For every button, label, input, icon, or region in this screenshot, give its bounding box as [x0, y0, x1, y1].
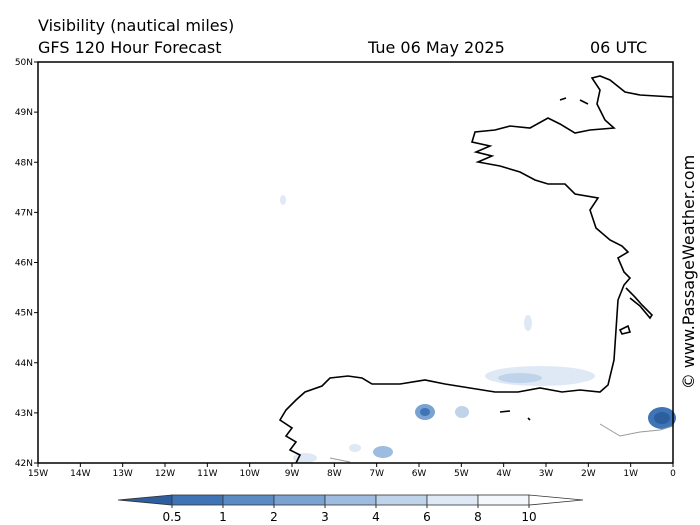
map-title: Visibility (nautical miles)	[38, 16, 234, 35]
lat-label: 43N	[15, 409, 33, 419]
lon-label: 4W	[496, 469, 511, 479]
lon-label: 3W	[539, 469, 554, 479]
lat-label: 50N	[15, 58, 33, 68]
forecast-time: 06 UTC	[590, 38, 647, 57]
lon-label: 15W	[28, 469, 48, 479]
colorbar-segment	[426, 494, 479, 506]
colorbar-segment	[477, 494, 530, 506]
visibility-patches	[280, 195, 676, 463]
colorbar-label: 1	[219, 510, 227, 524]
lon-label: 7W	[369, 469, 384, 479]
colorbar-label: 0.5	[162, 510, 181, 524]
colorbar-segment	[375, 494, 428, 506]
lon-label: 9W	[285, 469, 300, 479]
colorbar-label: 2	[270, 510, 278, 524]
lat-label: 47N	[15, 208, 33, 218]
colorbar-arrow-low	[117, 494, 173, 506]
map-subtitle: GFS 120 Hour Forecast	[38, 38, 222, 57]
lon-label: 11W	[197, 469, 217, 479]
lon-label: 1W	[623, 469, 638, 479]
credit: © www.PassageWeather.com	[679, 155, 698, 389]
colorbar-arrow-high	[528, 494, 584, 506]
colorbar: 0.5 1 2 3 4 6 8 10	[117, 494, 584, 524]
coastline	[278, 75, 674, 464]
lon-label: 13W	[112, 469, 132, 479]
colorbar-segment	[222, 494, 275, 506]
colorbar-label: 3	[321, 510, 329, 524]
lon-label: 8W	[327, 469, 342, 479]
lon-label: 2W	[581, 469, 596, 479]
colorbar-segment	[273, 494, 326, 506]
lon-label: 0	[670, 469, 676, 479]
lat-label: 48N	[15, 158, 33, 168]
lat-label: 42N	[15, 459, 33, 469]
forecast-date: Tue 06 May 2025	[367, 38, 505, 57]
colorbar-label: 8	[474, 510, 482, 524]
colorbar-label: 6	[423, 510, 431, 524]
lat-label: 44N	[15, 359, 33, 369]
lat-label: 45N	[15, 309, 33, 319]
lat-label: 46N	[15, 259, 33, 269]
border	[329, 423, 674, 463]
lon-label: 6W	[412, 469, 427, 479]
lon-label: 5W	[454, 469, 469, 479]
lon-label: 10W	[239, 469, 259, 479]
lon-label: 14W	[70, 469, 90, 479]
colorbar-segment	[171, 494, 224, 506]
colorbar-label: 4	[372, 510, 380, 524]
map-frame	[37, 61, 674, 464]
lat-label: 49N	[15, 108, 33, 118]
colorbar-label: 10	[521, 510, 536, 524]
lon-label: 12W	[155, 469, 175, 479]
colorbar-segment	[324, 494, 377, 506]
